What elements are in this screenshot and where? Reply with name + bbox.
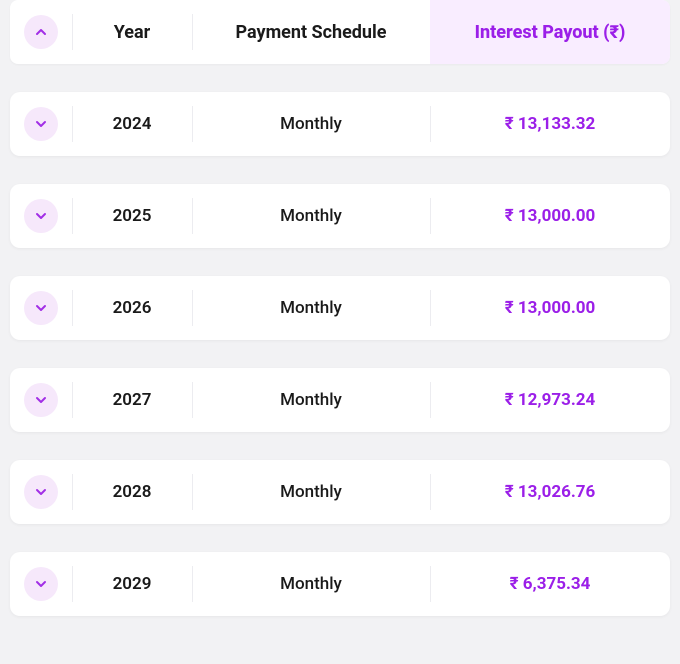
header-toggle-cell [10, 0, 72, 64]
row-payout: ₹ 13,026.76 [430, 460, 670, 524]
row-payout: ₹ 12,973.24 [430, 368, 670, 432]
row-payout: ₹ 13,000.00 [430, 276, 670, 340]
row-schedule: Monthly [192, 184, 430, 248]
row-schedule: Monthly [192, 92, 430, 156]
row-toggle-cell [10, 460, 72, 524]
row-toggle-cell [10, 368, 72, 432]
row-year: 2025 [72, 184, 192, 248]
row-year: 2024 [72, 92, 192, 156]
header-year: Year [72, 0, 192, 64]
collapse-all-toggle[interactable] [24, 15, 58, 49]
table-row: 2029Monthly₹ 6,375.34 [10, 552, 670, 616]
expand-row-toggle[interactable] [24, 475, 58, 509]
row-schedule: Monthly [192, 552, 430, 616]
table-row: 2028Monthly₹ 13,026.76 [10, 460, 670, 524]
row-year: 2028 [72, 460, 192, 524]
table-header-row: Year Payment Schedule Interest Payout (₹… [10, 0, 670, 64]
chevron-down-icon [33, 484, 49, 500]
table-row: 2024Monthly₹ 13,133.32 [10, 92, 670, 156]
row-year: 2029 [72, 552, 192, 616]
row-toggle-cell [10, 276, 72, 340]
row-payout: ₹ 6,375.34 [430, 552, 670, 616]
table-row: 2025Monthly₹ 13,000.00 [10, 184, 670, 248]
chevron-down-icon [33, 208, 49, 224]
expand-row-toggle[interactable] [24, 199, 58, 233]
chevron-up-icon [33, 24, 49, 40]
row-payout: ₹ 13,000.00 [430, 184, 670, 248]
chevron-down-icon [33, 116, 49, 132]
expand-row-toggle[interactable] [24, 567, 58, 601]
row-year: 2026 [72, 276, 192, 340]
chevron-down-icon [33, 576, 49, 592]
row-schedule: Monthly [192, 276, 430, 340]
table-row: 2026Monthly₹ 13,000.00 [10, 276, 670, 340]
row-schedule: Monthly [192, 460, 430, 524]
chevron-down-icon [33, 392, 49, 408]
table-row: 2027Monthly₹ 12,973.24 [10, 368, 670, 432]
row-payout: ₹ 13,133.32 [430, 92, 670, 156]
header-schedule: Payment Schedule [192, 0, 430, 64]
row-toggle-cell [10, 92, 72, 156]
expand-row-toggle[interactable] [24, 291, 58, 325]
expand-row-toggle[interactable] [24, 383, 58, 417]
row-toggle-cell [10, 552, 72, 616]
chevron-down-icon [33, 300, 49, 316]
row-year: 2027 [72, 368, 192, 432]
row-toggle-cell [10, 184, 72, 248]
row-schedule: Monthly [192, 368, 430, 432]
expand-row-toggle[interactable] [24, 107, 58, 141]
header-payout: Interest Payout (₹) [430, 0, 670, 64]
